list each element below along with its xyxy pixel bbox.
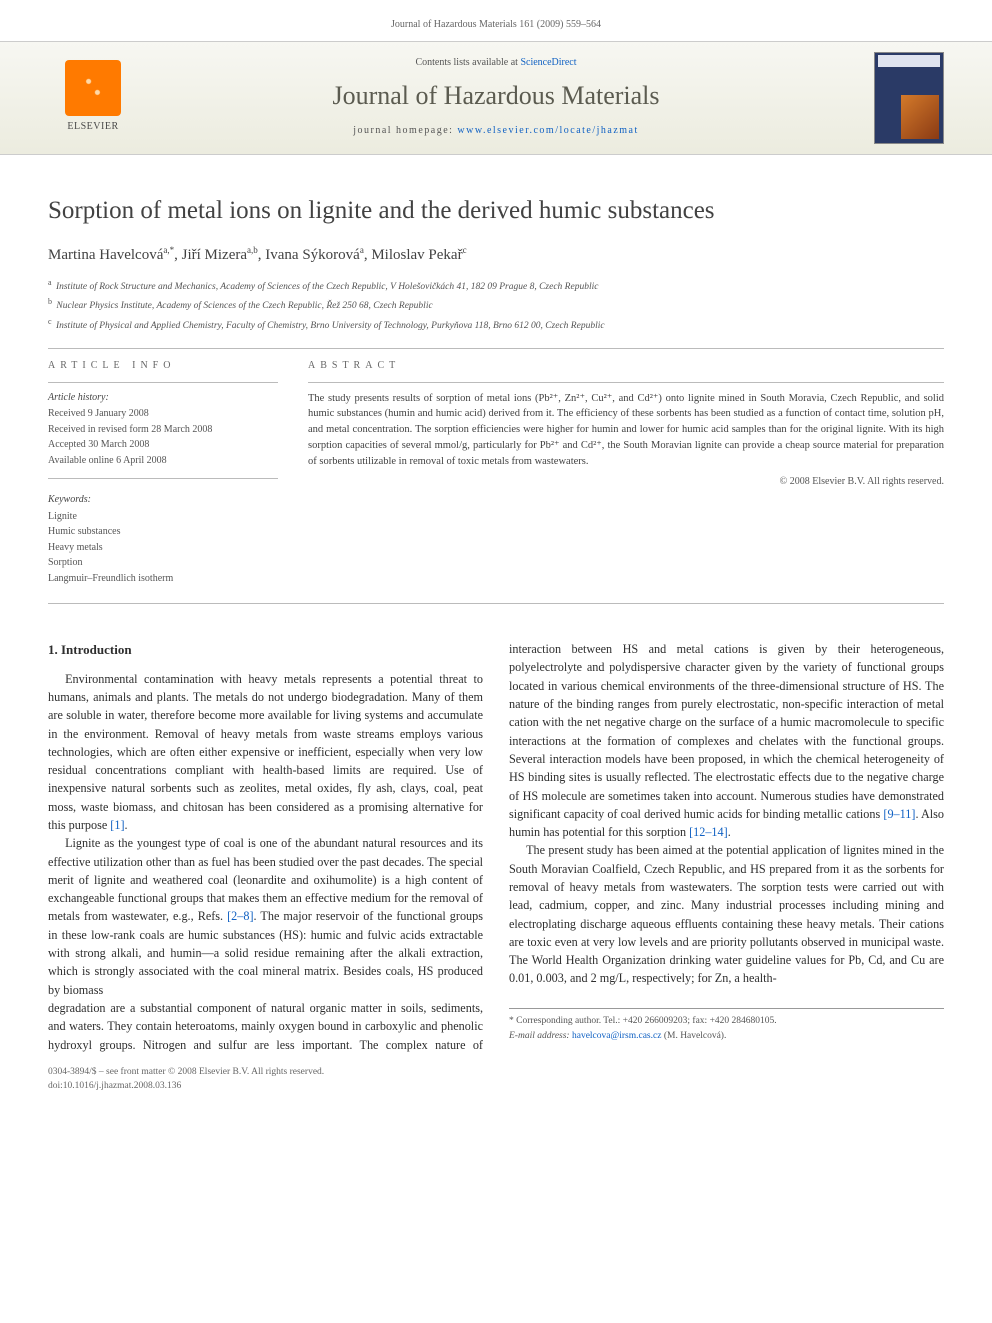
history-title: Article history:	[48, 391, 278, 406]
banner-center: Contents lists available at ScienceDirec…	[138, 56, 854, 139]
ref-link[interactable]: [1]	[110, 818, 124, 832]
ref-link[interactable]: [2–8]	[227, 909, 253, 923]
banner-right	[854, 52, 944, 144]
keywords-list: LigniteHumic substancesHeavy metalsSorpt…	[48, 510, 278, 587]
abstract-label: ABSTRACT	[308, 359, 944, 374]
page-footer: 0304-3894/$ – see front matter © 2008 El…	[0, 1054, 992, 1118]
email-label: E-mail address:	[509, 1031, 570, 1041]
abstract-block: ABSTRACT The study presents results of s…	[308, 359, 944, 587]
ref-link[interactable]: [12–14]	[689, 825, 728, 839]
doi-line: doi:10.1016/j.jhazmat.2008.03.136	[48, 1080, 944, 1094]
authors-line: Martina Havelcováa,*, Jiří Mizeraa,b, Iv…	[48, 244, 944, 267]
copyright-line: © 2008 Elsevier B.V. All rights reserved…	[308, 475, 944, 490]
corresponding-email-line: E-mail address: havelcova@irsm.cas.cz (M…	[509, 1029, 944, 1043]
divider	[48, 348, 944, 349]
issn-line: 0304-3894/$ – see front matter © 2008 El…	[48, 1066, 944, 1080]
affiliations: a Institute of Rock Structure and Mechan…	[48, 277, 944, 335]
homepage-link[interactable]: www.elsevier.com/locate/jhazmat	[457, 125, 638, 136]
contents-line: Contents lists available at ScienceDirec…	[138, 56, 854, 71]
article-title: Sorption of metal ions on lignite and th…	[48, 195, 944, 226]
body-paragraph: Environmental contamination with heavy m…	[48, 670, 483, 835]
info-row: ARTICLE INFO Article history: Received 9…	[48, 359, 944, 587]
history-line: Accepted 30 March 2008	[48, 438, 278, 453]
article-area: Sorption of metal ions on lignite and th…	[0, 155, 992, 1054]
divider	[48, 382, 278, 383]
body-paragraph: The present study has been aimed at the …	[509, 841, 944, 987]
article-info: ARTICLE INFO Article history: Received 9…	[48, 359, 278, 587]
history-line: Received 9 January 2008	[48, 407, 278, 422]
keyword: Heavy metals	[48, 541, 278, 556]
abstract-text: The study presents results of sorption o…	[308, 391, 944, 470]
publisher-block: ELSEVIER	[48, 60, 138, 135]
keyword: Lignite	[48, 510, 278, 525]
section-heading-intro: 1. Introduction	[48, 640, 483, 660]
corresponding-author: * Corresponding author. Tel.: +420 26600…	[509, 1014, 944, 1028]
keyword: Langmuir–Freundlich isotherm	[48, 572, 278, 587]
divider	[308, 382, 944, 383]
journal-banner: ELSEVIER Contents lists available at Sci…	[0, 41, 992, 155]
affiliation: b Nuclear Physics Institute, Academy of …	[48, 296, 944, 314]
body-columns: 1. Introduction Environmental contaminat…	[48, 640, 944, 1054]
body-paragraphs: Environmental contamination with heavy m…	[48, 640, 944, 1054]
publisher-name: ELSEVIER	[67, 120, 118, 135]
divider	[48, 478, 278, 479]
keyword: Humic substances	[48, 525, 278, 540]
running-header: Journal of Hazardous Materials 161 (2009…	[0, 0, 992, 41]
journal-name: Journal of Hazardous Materials	[138, 77, 854, 115]
keywords-title: Keywords:	[48, 493, 278, 508]
homepage-line: journal homepage: www.elsevier.com/locat…	[138, 124, 854, 139]
history-line: Available online 6 April 2008	[48, 454, 278, 469]
sciencedirect-link[interactable]: ScienceDirect	[520, 57, 576, 68]
history-lines: Received 9 January 2008Received in revis…	[48, 407, 278, 468]
divider	[48, 603, 944, 604]
article-info-label: ARTICLE INFO	[48, 359, 278, 374]
contents-prefix: Contents lists available at	[415, 57, 520, 68]
affiliation: a Institute of Rock Structure and Mechan…	[48, 277, 944, 295]
body-paragraph: Lignite as the youngest type of coal is …	[48, 834, 483, 999]
history-line: Received in revised form 28 March 2008	[48, 423, 278, 438]
journal-cover-icon	[874, 52, 944, 144]
keyword: Sorption	[48, 556, 278, 571]
elsevier-logo-icon	[65, 60, 121, 116]
affiliation: c Institute of Physical and Applied Chem…	[48, 316, 944, 334]
ref-link[interactable]: [9–11]	[883, 807, 915, 821]
homepage-prefix: journal homepage:	[353, 125, 457, 136]
footnote-block: * Corresponding author. Tel.: +420 26600…	[509, 1008, 944, 1044]
email-person: (M. Havelcová).	[664, 1031, 727, 1041]
email-link[interactable]: havelcova@irsm.cas.cz	[572, 1031, 661, 1041]
